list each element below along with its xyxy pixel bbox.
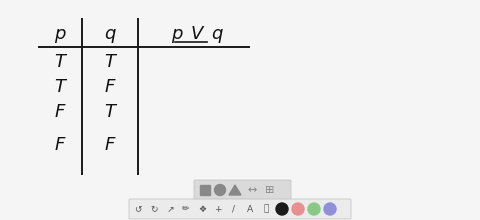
Text: q: q — [211, 25, 223, 43]
Bar — [200, 185, 210, 195]
Polygon shape — [229, 185, 241, 195]
Circle shape — [308, 203, 320, 215]
Text: T: T — [105, 53, 116, 71]
Text: p: p — [171, 25, 183, 43]
Circle shape — [324, 203, 336, 215]
Text: q: q — [104, 25, 116, 43]
Text: ↺: ↺ — [134, 205, 142, 213]
Circle shape — [292, 203, 304, 215]
Text: ❖: ❖ — [198, 205, 206, 213]
Text: F: F — [105, 78, 115, 96]
Circle shape — [215, 185, 226, 196]
Text: /: / — [232, 205, 236, 213]
Circle shape — [276, 203, 288, 215]
Text: ✏: ✏ — [182, 205, 190, 213]
Text: F: F — [55, 103, 65, 121]
Text: p: p — [54, 25, 66, 43]
Text: T: T — [55, 78, 65, 96]
Text: ↗: ↗ — [166, 205, 174, 213]
Text: +: + — [214, 205, 222, 213]
Text: T: T — [105, 103, 116, 121]
Text: T: T — [55, 53, 65, 71]
Text: ↔: ↔ — [247, 185, 257, 195]
FancyBboxPatch shape — [194, 180, 291, 200]
Text: F: F — [55, 136, 65, 154]
Text: A: A — [247, 205, 253, 213]
FancyBboxPatch shape — [129, 199, 351, 219]
Text: F: F — [105, 136, 115, 154]
Text: V: V — [191, 25, 203, 43]
Text: ↻: ↻ — [150, 205, 158, 213]
Text: ⬜: ⬜ — [264, 205, 269, 213]
Text: ⊞: ⊞ — [265, 185, 275, 195]
